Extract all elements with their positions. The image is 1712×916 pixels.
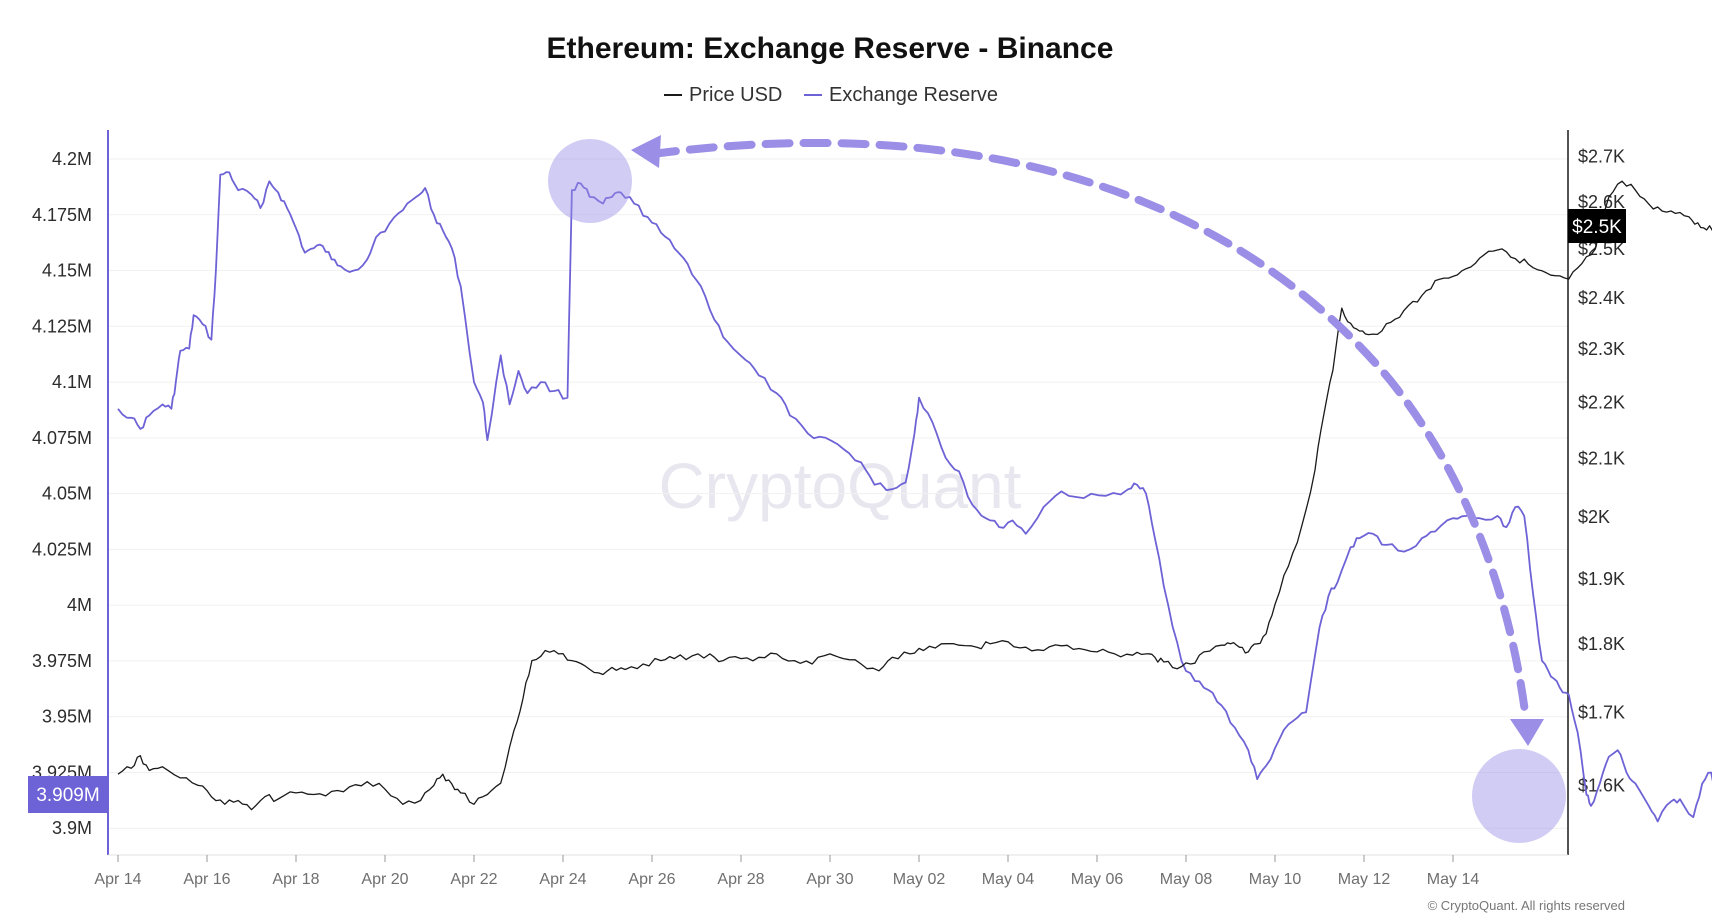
copyright-notice: © CryptoQuant. All rights reserved [1428, 898, 1625, 913]
x-tick-label: May 02 [893, 871, 946, 888]
right-tick-label: $1.9K [1578, 569, 1625, 589]
left-tick-label: 4.1M [52, 372, 92, 392]
right-tick-label: $2.2K [1578, 393, 1625, 413]
legend-price-label: Price USD [689, 84, 782, 106]
legend-reserve-label: Exchange Reserve [829, 84, 998, 106]
x-tick-label: Apr 24 [539, 871, 586, 888]
current-reserve-badge: 3.909M [28, 776, 108, 813]
x-tick-label: Apr 20 [361, 871, 408, 888]
x-tick-label: May 14 [1427, 871, 1480, 888]
x-tick-label: Apr 22 [450, 871, 497, 888]
x-tick-label: May 10 [1249, 871, 1302, 888]
x-tick-label: May 12 [1338, 871, 1391, 888]
left-tick-label: 3.975M [32, 651, 92, 671]
left-tick-label: 4.15M [42, 261, 92, 281]
left-tick-label: 4.125M [32, 316, 92, 336]
left-tick-label: 3.9M [52, 818, 92, 838]
gridlines [108, 158, 1568, 829]
x-tick-label: May 06 [1071, 871, 1124, 888]
current-price-badge: $2.5K [1568, 209, 1626, 243]
right-axis-ticks: $2.7K $2.6K $2.5K $2.4K $2.3K $2.2K $2.1K $2K $1… [1578, 146, 1625, 795]
legend: Price USD Exchange Reserve [664, 84, 998, 106]
right-tick-label: $2.6K [1578, 192, 1625, 212]
x-tick-label: Apr 28 [717, 871, 764, 888]
svg-text:$2.5K: $2.5K [1572, 217, 1622, 238]
dashed-trend-arrow [648, 138, 1529, 716]
exchange-reserve-line [117, 171, 1712, 823]
x-tick-label: May 08 [1160, 871, 1213, 888]
left-tick-label: 4.075M [32, 428, 92, 448]
left-tick-label: 4M [67, 595, 92, 615]
x-tick-label: Apr 30 [806, 871, 853, 888]
chart-title: Ethereum: Exchange Reserve - Binance [547, 32, 1114, 65]
right-tick-label: $1.6K [1578, 775, 1625, 795]
left-tick-label: 3.95M [42, 707, 92, 727]
right-tick-label: $2.7K [1578, 146, 1625, 166]
highlight-circle-current [1472, 749, 1566, 843]
right-tick-label: $2.5K [1578, 239, 1625, 259]
left-axis-ticks: 4.2M 4.175M 4.15M 4.125M 4.1M 4.075M 4.05M 4.02… [32, 149, 92, 838]
right-tick-label: $2.3K [1578, 339, 1625, 359]
right-tick-label: $2K [1578, 507, 1610, 527]
x-tick-label: Apr 18 [272, 871, 319, 888]
left-tick-label: 4.05M [42, 484, 92, 504]
right-tick-label: $1.8K [1578, 634, 1625, 654]
price-usd-line [117, 180, 1712, 811]
left-tick-label: 4.175M [32, 205, 92, 225]
watermark: CryptoQuant [659, 450, 1022, 522]
highlight-circle-peak [548, 139, 632, 223]
x-tick-label: Apr 14 [94, 871, 141, 888]
arrowhead-left-icon [631, 135, 661, 168]
left-tick-label: 4.025M [32, 539, 92, 559]
right-tick-label: $2.1K [1578, 449, 1625, 469]
x-tick-label: May 04 [982, 871, 1035, 888]
right-tick-label: $2.4K [1578, 288, 1625, 308]
arrowhead-down-icon [1510, 719, 1544, 746]
left-tick-label: 4.2M [52, 149, 92, 169]
x-axis-ticks: Apr 14 Apr 16 Apr 18 Apr 20 Apr 22 Apr 24 Apr … [94, 855, 1479, 888]
x-tick-label: Apr 26 [628, 871, 675, 888]
right-tick-label: $1.7K [1578, 703, 1625, 723]
svg-text:3.909M: 3.909M [36, 785, 99, 806]
x-tick-label: Apr 16 [183, 871, 230, 888]
